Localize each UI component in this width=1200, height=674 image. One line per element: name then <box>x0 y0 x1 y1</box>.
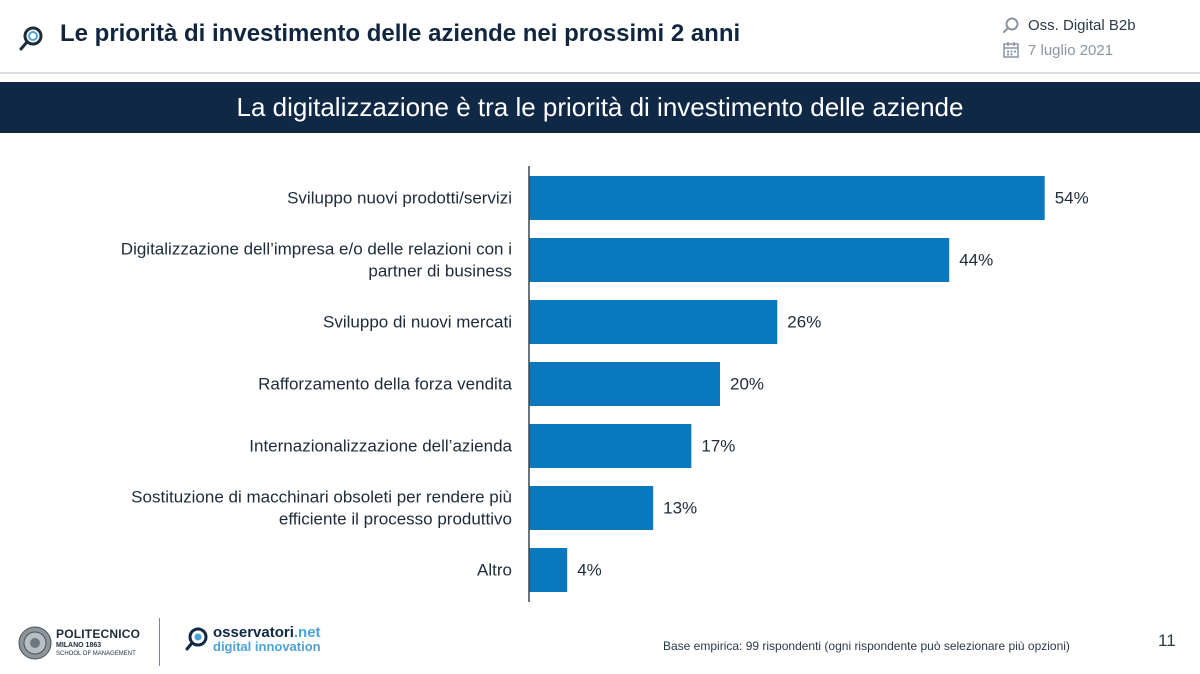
footer-divider <box>159 618 160 666</box>
source-meta: Oss. Digital B2b <box>1002 16 1136 34</box>
category-label: Internazionalizzazione dell’azienda <box>249 437 512 456</box>
value-label: 13% <box>663 499 697 518</box>
politecnico-seal-icon <box>18 626 52 660</box>
value-label: 17% <box>701 437 735 456</box>
osservatori-logo-icon <box>185 627 208 651</box>
category-label: partner di business <box>368 262 512 281</box>
category-label: Sviluppo nuovi prodotti/servizi <box>287 189 512 208</box>
osservatori-tld: .net <box>293 624 321 641</box>
category-label: Digitalizzazione dell’impresa e/o delle … <box>121 240 512 259</box>
politecnico-city: MILANO 1863 <box>56 642 102 649</box>
osservatori-magnifier-icon <box>19 26 43 51</box>
category-label: Altro <box>477 561 512 580</box>
page-number: 11 <box>1158 631 1176 650</box>
category-label: Sviluppo di nuovi mercati <box>323 313 512 332</box>
bar <box>529 300 778 344</box>
bar <box>529 238 950 282</box>
source-label: Oss. Digital B2b <box>1028 16 1136 34</box>
date-label: 7 luglio 2021 <box>1028 41 1114 59</box>
bar <box>529 548 568 592</box>
chart-title: La digitalizzazione è tra le priorità di… <box>236 92 964 122</box>
osservatori-small-icon <box>1003 17 1019 33</box>
osservatori-name-text: osservatori <box>213 624 294 641</box>
value-label: 4% <box>577 561 602 580</box>
page-title: Le priorità di investimento delle aziend… <box>60 20 741 47</box>
footnote: Base empirica: 99 rispondenti (ogni risp… <box>663 639 1070 653</box>
category-label: efficiente il processo produttivo <box>279 510 512 529</box>
calendar-icon <box>1003 42 1019 58</box>
bar <box>529 176 1045 220</box>
bar <box>529 362 720 406</box>
politecnico-school: SCHOOL OF MANAGEMENT <box>56 651 136 657</box>
category-label: Sostituzione di macchinari obsoleti per … <box>131 488 512 507</box>
value-label: 54% <box>1055 189 1089 208</box>
value-label: 26% <box>787 313 821 332</box>
value-label: 44% <box>959 251 993 270</box>
bar <box>529 424 692 468</box>
value-label: 20% <box>730 375 764 394</box>
osservatori-name: osservatori.net <box>213 624 321 641</box>
politecnico-name: POLITECNICO <box>56 627 141 641</box>
osservatori-tagline: digital innovation <box>213 639 321 654</box>
bar-chart: 54% Sviluppo nuovi prodotti/servizi 44% Dig… <box>121 166 1089 602</box>
chart-title-banner: La digitalizzazione è tra le priorità di… <box>0 82 1200 133</box>
date-meta: 7 luglio 2021 <box>1002 41 1113 59</box>
header-divider <box>0 72 1200 74</box>
category-label: Rafforzamento della forza vendita <box>258 375 512 394</box>
bar <box>529 486 654 530</box>
